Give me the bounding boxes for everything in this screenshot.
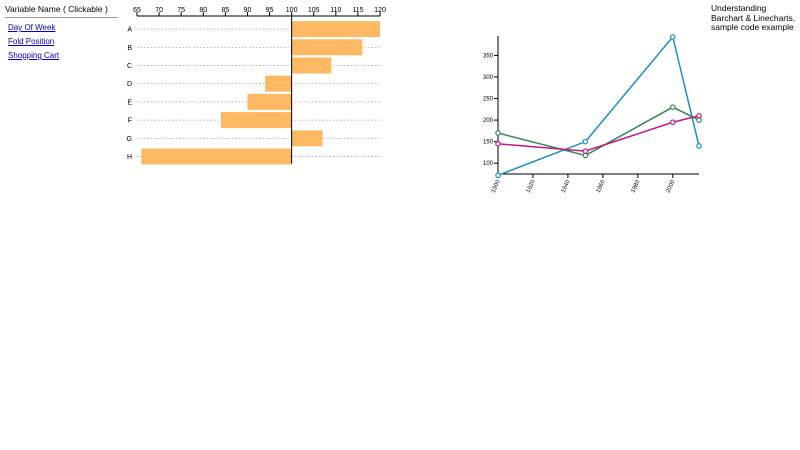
bar-category-label: A bbox=[127, 27, 132, 34]
line-x-tick-label: 2000 bbox=[666, 179, 677, 194]
series-line bbox=[497, 106, 700, 157]
series-point bbox=[669, 119, 676, 126]
bar bbox=[291, 39, 363, 56]
line-y-tick-label: 250 bbox=[483, 97, 494, 103]
variable-panel-title: Variable Name ( Clickable ) bbox=[5, 4, 118, 18]
series-line bbox=[497, 115, 700, 152]
bar-x-tick-label: 85 bbox=[221, 7, 229, 14]
bar-x-tick-label: 115 bbox=[352, 7, 363, 14]
bar bbox=[291, 130, 323, 147]
bar-category-label: G bbox=[127, 136, 132, 143]
series-point bbox=[669, 34, 676, 40]
line-y-tick-label: 300 bbox=[483, 75, 494, 81]
line-y-tick-label: 200 bbox=[483, 118, 494, 124]
line-y-tick-label: 150 bbox=[483, 140, 494, 146]
bar-category-label: F bbox=[128, 118, 132, 125]
bar bbox=[220, 112, 292, 129]
bar-category-label: B bbox=[127, 45, 132, 52]
bar bbox=[247, 93, 292, 110]
series-point bbox=[495, 141, 501, 147]
variable-link-shopping-cart[interactable]: Shopping Cart bbox=[8, 51, 60, 60]
bar-x-tick-label: 90 bbox=[244, 7, 252, 14]
variable-list: Day Of Week Fold Position Shopping Cart bbox=[5, 23, 118, 60]
line-x-tick-label: 1920 bbox=[526, 179, 537, 194]
line-x-tick-label: 1940 bbox=[561, 179, 572, 194]
bar-x-tick-label: 80 bbox=[199, 7, 207, 14]
variable-link-fold-position[interactable]: Fold Position bbox=[8, 37, 55, 46]
bar-category-label: D bbox=[127, 81, 132, 88]
bar bbox=[291, 57, 332, 74]
series-point bbox=[696, 112, 702, 119]
line-y-tick-label: 100 bbox=[483, 161, 494, 167]
caption-text: Understanding Barchart & Linecharts, sam… bbox=[711, 3, 796, 32]
series-line bbox=[497, 35, 700, 176]
bar-category-label: E bbox=[127, 99, 132, 106]
bar-x-tick-label: 75 bbox=[177, 7, 185, 14]
series-point bbox=[495, 130, 501, 136]
bar-x-tick-label: 65 bbox=[133, 7, 141, 14]
bar bbox=[265, 75, 292, 92]
bar bbox=[291, 21, 380, 38]
series-point bbox=[495, 172, 501, 179]
line-x-tick-label: 1960 bbox=[596, 179, 607, 194]
bar-x-tick-label: 105 bbox=[308, 7, 320, 14]
bar-x-tick-label: 70 bbox=[155, 7, 163, 14]
line-x-tick-label: 1980 bbox=[631, 179, 642, 194]
bar-x-tick-label: 110 bbox=[330, 7, 341, 14]
variable-link-day-of-week[interactable]: Day Of Week bbox=[8, 23, 56, 32]
series-point bbox=[582, 148, 589, 154]
variable-panel: Variable Name ( Clickable ) Day Of Week … bbox=[5, 4, 118, 65]
line-y-tick-label: 350 bbox=[483, 53, 494, 59]
bar bbox=[141, 148, 292, 165]
series-point bbox=[582, 138, 589, 145]
line-x-tick-label: 1900 bbox=[491, 179, 502, 194]
bar-category-label: H bbox=[127, 154, 132, 161]
series-point bbox=[669, 104, 676, 110]
bar-x-tick-label: 120 bbox=[374, 7, 386, 14]
series-point bbox=[696, 143, 702, 149]
bar-x-tick-label: 95 bbox=[266, 7, 274, 14]
bar-category-label: C bbox=[127, 63, 132, 70]
bar-x-tick-label: 100 bbox=[286, 7, 298, 14]
